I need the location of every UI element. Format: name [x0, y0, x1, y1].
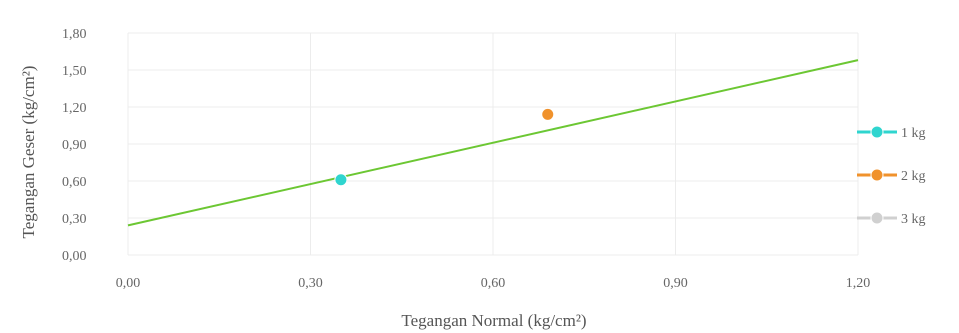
- x-tick-label: 0,90: [663, 276, 688, 291]
- x-tick-label: 0,30: [298, 276, 323, 291]
- x-tick-label: 0,00: [116, 276, 141, 291]
- legend-marker: [870, 211, 884, 225]
- legend-item: 3 kg: [857, 211, 926, 227]
- y-tick-label: 0,30: [62, 212, 87, 227]
- trendline: [127, 59, 859, 227]
- y-tick-label: 1,80: [62, 27, 87, 42]
- y-tick-label: 0,00: [62, 249, 87, 264]
- y-axis-title: Tegangan Geser (kg/cm²): [19, 66, 38, 239]
- y-tick-label: 1,20: [62, 101, 87, 116]
- legend-label: 3 kg: [901, 212, 926, 227]
- data-point: [334, 173, 348, 187]
- x-tick-label: 1,20: [846, 276, 871, 291]
- data-point: [541, 107, 555, 121]
- legend: 1 kg 2 kg 3 kg: [857, 125, 926, 227]
- legend-label: 2 kg: [901, 169, 926, 184]
- y-tick-label: 0,60: [62, 175, 87, 190]
- grid: [127, 32, 859, 256]
- trendline-layer: [127, 59, 859, 227]
- y-tick-label: 0,90: [62, 138, 87, 153]
- legend-item: 2 kg: [857, 168, 926, 184]
- legend-marker: [870, 125, 884, 139]
- legend-item: 1 kg: [857, 125, 926, 141]
- x-axis-ticks: 0,00 0,30 0,60 0,90 1,20: [116, 276, 871, 291]
- y-tick-label: 1,50: [62, 64, 87, 79]
- legend-marker: [870, 168, 884, 182]
- y-axis-ticks: 0,00 0,30 0,60 0,90 1,20 1,50 1,80: [62, 27, 87, 264]
- x-tick-label: 0,60: [481, 276, 506, 291]
- x-axis-title: Tegangan Normal (kg/cm²): [401, 311, 586, 330]
- data-points: [334, 107, 555, 187]
- legend-label: 1 kg: [901, 126, 926, 141]
